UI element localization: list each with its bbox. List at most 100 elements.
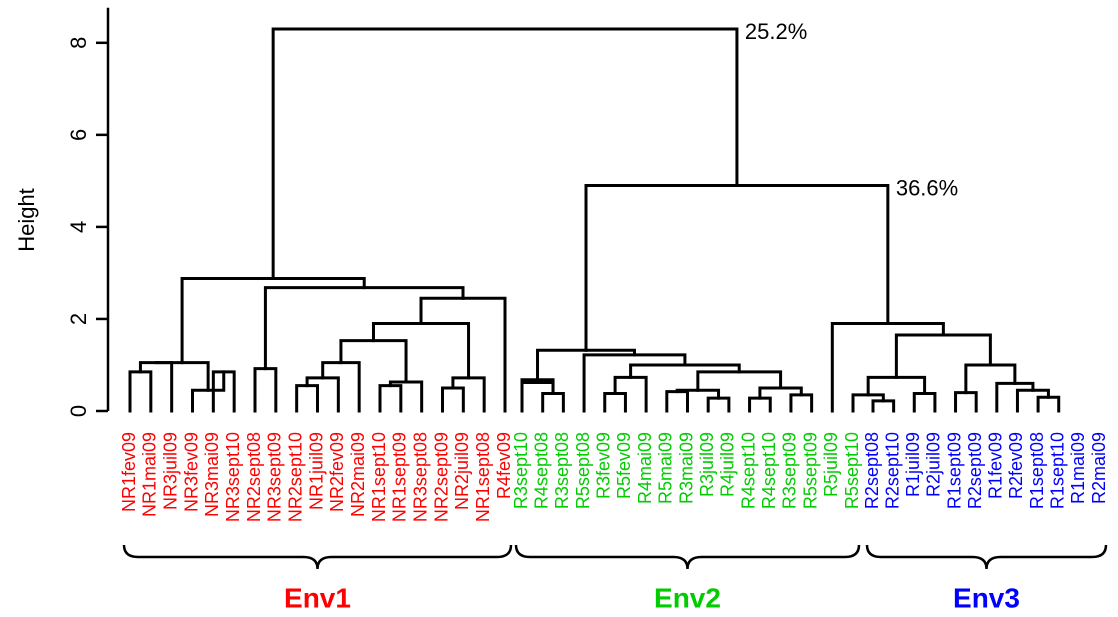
leaf-label: R2sept09 [965, 432, 985, 509]
dendrogram-branch-d6 [1036, 395, 1061, 413]
leaf-label: NR1sept08 [473, 432, 493, 522]
dendrogram-branch-d1 [871, 399, 896, 413]
group-label: Env2 [654, 582, 721, 613]
dendrogram-branch-d10 [894, 333, 992, 379]
dendrogram-branch-c6 [665, 390, 689, 413]
leaf-label: R4fev09 [494, 432, 514, 499]
leaf-label: R1mai09 [1068, 432, 1088, 504]
leaf-label: R1fev09 [986, 432, 1006, 499]
leaf-label: R4mai09 [635, 432, 655, 504]
group-brace [865, 544, 1108, 570]
dendrogram-branch-c2 [520, 380, 555, 413]
leaf-label: R1sept09 [944, 432, 964, 509]
y-tick-label: 8 [66, 37, 91, 49]
leaf-label: NR1juil09 [306, 432, 326, 510]
group-label: Env3 [953, 582, 1020, 613]
dendrogram-branch-a1 [128, 370, 153, 413]
leaf-label: R5mai09 [656, 432, 676, 504]
height-annotation: 25.2% [745, 19, 807, 44]
dendrogram-branch-c11 [758, 386, 803, 400]
leaf-label: R3mai09 [676, 432, 696, 504]
leaf-label: NR1sept09 [390, 432, 410, 522]
leaf-label: NR2sept08 [244, 432, 264, 522]
leaf-label: R4sept10 [738, 432, 758, 509]
dendrogram-branch-d9 [964, 363, 1017, 395]
leaf-label: NR3sept10 [223, 432, 243, 522]
leaf-label: R3sept10 [511, 432, 531, 509]
dendrogram-branch-a5 [154, 361, 210, 392]
leaf-label: R5sept09 [800, 432, 820, 509]
y-axis-title: Height [14, 188, 39, 252]
dendrogram-branch-b8 [441, 386, 465, 413]
dendrogram-branch-d3 [912, 392, 937, 413]
leaf-label: R3fev09 [594, 432, 614, 499]
dendrogram-branch-c3 [520, 378, 555, 413]
dendrogram-branch-b2 [295, 384, 319, 413]
leaf-label: R4juil09 [718, 432, 738, 497]
leaf-label: NR3sept08 [410, 432, 430, 522]
dendrogram-branch-b5 [378, 384, 403, 413]
leaf-label: NR2juil09 [452, 432, 472, 510]
leaf-label: R3juil09 [697, 432, 717, 497]
dendrogram-branch-b9 [451, 376, 486, 413]
group-brace [122, 544, 513, 570]
group-brace [514, 544, 861, 570]
dendrogram-branches [128, 27, 1061, 413]
dendrogram-branch-b4 [321, 361, 361, 413]
leaf-label: R5sept08 [573, 432, 593, 509]
dendrogram-branch-d5 [954, 391, 978, 413]
leaf-label: R3sept09 [780, 432, 800, 509]
leaf-label: R1sept10 [1047, 432, 1067, 509]
y-tick-label: 0 [66, 405, 91, 417]
leaf-label: NR3fev09 [181, 432, 201, 512]
dendrogram-branch-root [271, 27, 739, 280]
leaf-label: R1sept08 [1027, 432, 1047, 509]
leaf-label: NR1mai09 [140, 432, 160, 517]
dendrogram-branch-env1 [180, 276, 366, 365]
leaf-label: R2fev09 [1006, 432, 1026, 499]
dendrogram-branch-b12 [263, 286, 465, 371]
y-tick-label: 6 [66, 129, 91, 141]
dendrogram-branch-d2 [851, 393, 885, 413]
dendrogram-branch-env3 [830, 322, 945, 413]
leaf-label: R2sept10 [882, 432, 902, 509]
leaf-label: NR3sept09 [265, 432, 285, 522]
leaf-label: NR2fev09 [327, 432, 347, 512]
dendrogram-branch-c9 [748, 396, 772, 413]
dendrogram-branch-b10 [371, 322, 471, 380]
y-tick-label: 4 [66, 221, 91, 233]
leaf-label: NR2sept09 [431, 432, 451, 522]
dendrogram-branch-b3 [305, 376, 340, 413]
leaf-label: R4sept08 [531, 432, 551, 509]
group-label: Env1 [284, 582, 351, 613]
leaf-label: R5fev09 [614, 432, 634, 499]
height-annotation: 36.6% [896, 175, 958, 200]
leaf-label: R3sept08 [552, 432, 572, 509]
dendrogram-branch-c4 [603, 392, 627, 413]
leaf-label: NR3juil09 [160, 432, 180, 510]
leaf-label: R2juil09 [924, 432, 944, 497]
dendrogram-branch-d7 [1015, 388, 1050, 413]
dendrogram-branch-env23 [584, 183, 890, 352]
leaf-label: R1juil09 [903, 432, 923, 497]
leaf-label: NR3mai09 [202, 432, 222, 517]
height-annotations: 25.2% 36.6% [745, 19, 958, 200]
leaf-label: NR2sept10 [285, 432, 305, 522]
leaf-label: R2mai09 [1089, 432, 1109, 504]
dendrogram-branch-a2 [138, 361, 174, 413]
dendrogram-branch-c7 [706, 396, 731, 413]
y-axis: 0 2 4 6 8 Height [14, 7, 110, 417]
leaf-label: R4sept10 [759, 432, 779, 509]
group-braces: Env1 Env2 Env3 [122, 544, 1108, 613]
y-tick-label: 2 [66, 313, 91, 325]
dendrogram-branch-c1 [541, 392, 565, 413]
leaf-labels: NR1fev09 NR1mai09 NR3juil09 NR3fev09 NR3mai0… [119, 432, 1109, 522]
leaf-label: R5sept10 [842, 432, 862, 509]
leaf-label: R5juil09 [821, 432, 841, 497]
leaf-label: R2sept08 [862, 432, 882, 509]
dendrogram-branch-c14 [582, 353, 687, 413]
dendrogram-branch-c10 [789, 393, 814, 413]
dendrogram-branch-d8 [995, 381, 1035, 413]
leaf-label: NR1fev09 [119, 432, 139, 512]
